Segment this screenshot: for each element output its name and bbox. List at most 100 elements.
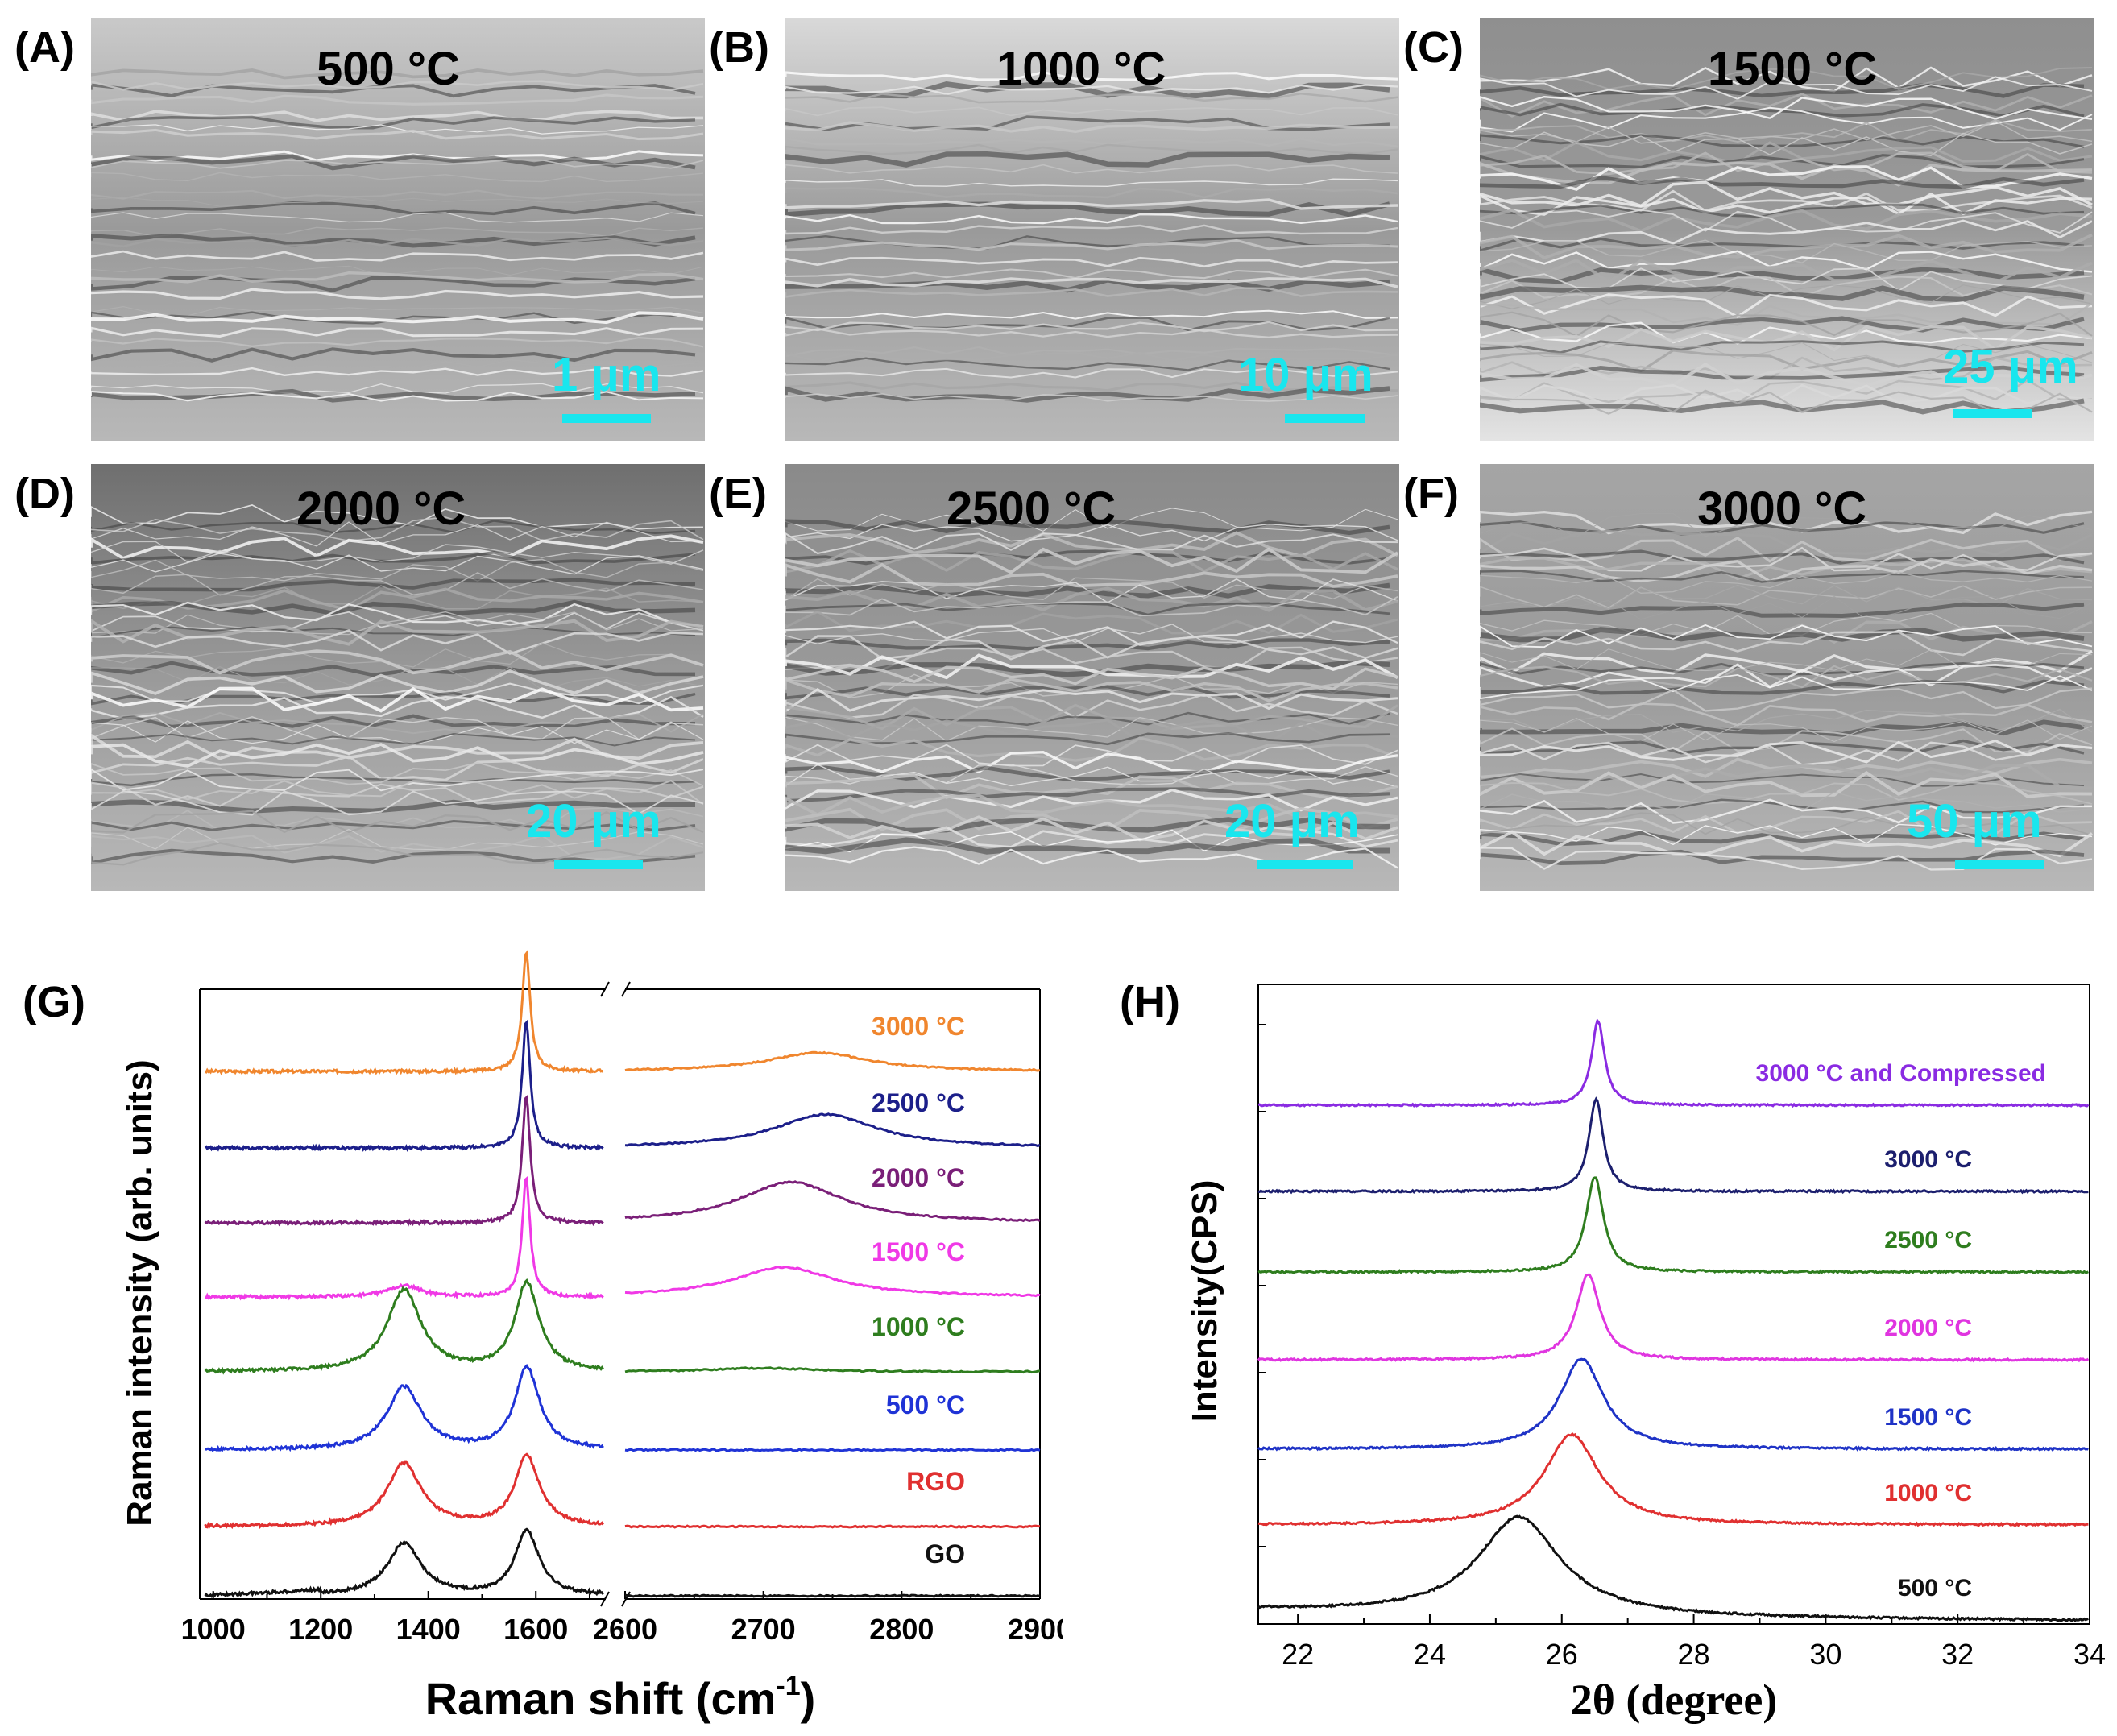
- sem-layer: [91, 810, 704, 834]
- sem-gap: [1480, 316, 2085, 333]
- x-tick-label: 24: [1414, 1638, 1446, 1671]
- sem-gap: [91, 819, 696, 832]
- sem-layer: [1480, 510, 2093, 535]
- sem-layer: [91, 665, 704, 691]
- sem-layer: [91, 716, 704, 740]
- sem-gap: [91, 347, 696, 363]
- sem-layer: [91, 711, 704, 735]
- sem-layer: [91, 541, 704, 565]
- series-line-3000C: [205, 950, 604, 1076]
- sem-gap: [785, 817, 1390, 834]
- x-axis-title-superscript: -1: [776, 1671, 800, 1701]
- legend-label: 500 °C: [1898, 1575, 1972, 1601]
- sem-layer: [785, 687, 1398, 713]
- sem-temperature-label: 1500 °C: [1708, 43, 1878, 95]
- sem-layer: [1480, 595, 2093, 620]
- sem-image-1500c: 1500 °C 25 μm: [1480, 18, 2094, 441]
- sem-texture: [1480, 464, 2094, 891]
- scale-bar-label: 50 μm: [1907, 795, 2042, 847]
- series-line-1500C: [205, 1175, 604, 1301]
- sem-layer: [785, 596, 1398, 617]
- sem-layer: [785, 213, 1398, 225]
- x-tick-label: 1600: [503, 1613, 568, 1646]
- sem-layer: [91, 781, 704, 807]
- sem-layer: [1480, 363, 2093, 387]
- sem-layer: [1480, 830, 2094, 858]
- series-line-GO: [204, 1527, 604, 1598]
- legend-label: 2000 °C: [1884, 1315, 1972, 1341]
- series-line-2d-RGO: [624, 1524, 1040, 1529]
- legend-label: 1500 °C: [872, 1237, 965, 1266]
- sem-layer: [785, 635, 1398, 661]
- sem-layer: [1480, 571, 2093, 594]
- x-tick-label: 1400: [396, 1613, 461, 1646]
- x-tick-label: 1200: [288, 1613, 353, 1646]
- sem-gap: [1480, 134, 2085, 148]
- sem-layer: [91, 601, 704, 628]
- panel-label-a: (A): [14, 23, 75, 72]
- sem-layer: [1480, 648, 2093, 672]
- sem-gap: [1480, 549, 2085, 566]
- sem-layer: [1480, 67, 2093, 90]
- sem-layer: [91, 68, 704, 80]
- sem-layer: [1480, 209, 2093, 234]
- sem-layer: [91, 288, 704, 300]
- panel-label-f: (F): [1403, 470, 1459, 518]
- sem-layer: [785, 532, 1398, 555]
- sem-layer: [1480, 209, 2093, 233]
- sem-background: [91, 464, 705, 891]
- x-axis-title: 2θ (degree): [1571, 1676, 1778, 1724]
- sem-layer: [1480, 529, 2093, 557]
- x-axis-title-close: ): [801, 1673, 816, 1724]
- legend-label: 1500 °C: [1884, 1404, 1972, 1431]
- sem-gap: [91, 799, 696, 814]
- sem-layer: [785, 744, 1398, 767]
- sem-gap: [91, 626, 696, 639]
- sem-layer: [785, 793, 1398, 820]
- sem-texture: [91, 18, 705, 441]
- series-line-2d-2500C: [624, 1112, 1041, 1148]
- sem-gap: [91, 732, 696, 747]
- sem-layer: [785, 620, 1398, 646]
- sem-gap: [1480, 176, 2085, 189]
- sem-layer: [1480, 770, 2093, 798]
- sem-layer: [785, 321, 1398, 333]
- sem-layer: [91, 124, 704, 135]
- sem-gap: [785, 151, 1390, 168]
- legend-label: 3000 °C and Compressed: [1756, 1060, 2046, 1087]
- sem-layer: [91, 305, 704, 317]
- sem-image-1000c: 1000 °C 10 μm: [785, 18, 1399, 441]
- sem-gap: [785, 357, 1390, 371]
- sem-layer: [785, 224, 1398, 235]
- sem-layer: [785, 773, 1398, 800]
- sem-layer: [785, 547, 1399, 574]
- sem-temperature-label: 2000 °C: [296, 483, 466, 535]
- axis-break-mark: [621, 981, 631, 997]
- sem-layer: [785, 256, 1398, 268]
- sem-layer: [91, 336, 704, 348]
- sem-layer: [785, 277, 1398, 288]
- sem-temperature-label: 2500 °C: [947, 483, 1116, 535]
- sem-layer: [1480, 321, 2093, 345]
- sem-gap: [785, 582, 1390, 599]
- series-line: [1257, 1273, 2090, 1363]
- sem-layer: [1480, 258, 2093, 284]
- series-line: [1257, 1096, 2089, 1195]
- sem-layer: [785, 309, 1398, 320]
- x-tick-label: 2800: [869, 1613, 934, 1646]
- sem-layer: [785, 508, 1398, 532]
- sem-layer: [785, 198, 1398, 210]
- sem-layer: [91, 779, 704, 806]
- sem-layer: [91, 189, 704, 200]
- sem-layer: [91, 768, 704, 792]
- sem-gap: [91, 388, 696, 403]
- x-tick-label: 2900: [1008, 1613, 1063, 1646]
- sem-layer: [785, 764, 1398, 786]
- sem-gap: [1480, 340, 2085, 354]
- legend-label: 1000 °C: [1884, 1480, 1972, 1506]
- sem-layer: [1480, 349, 2093, 373]
- legend-label: 2000 °C: [872, 1163, 965, 1192]
- sem-layer: [785, 586, 1398, 612]
- sem-layer: [785, 178, 1398, 188]
- sem-layer: [1480, 76, 2093, 100]
